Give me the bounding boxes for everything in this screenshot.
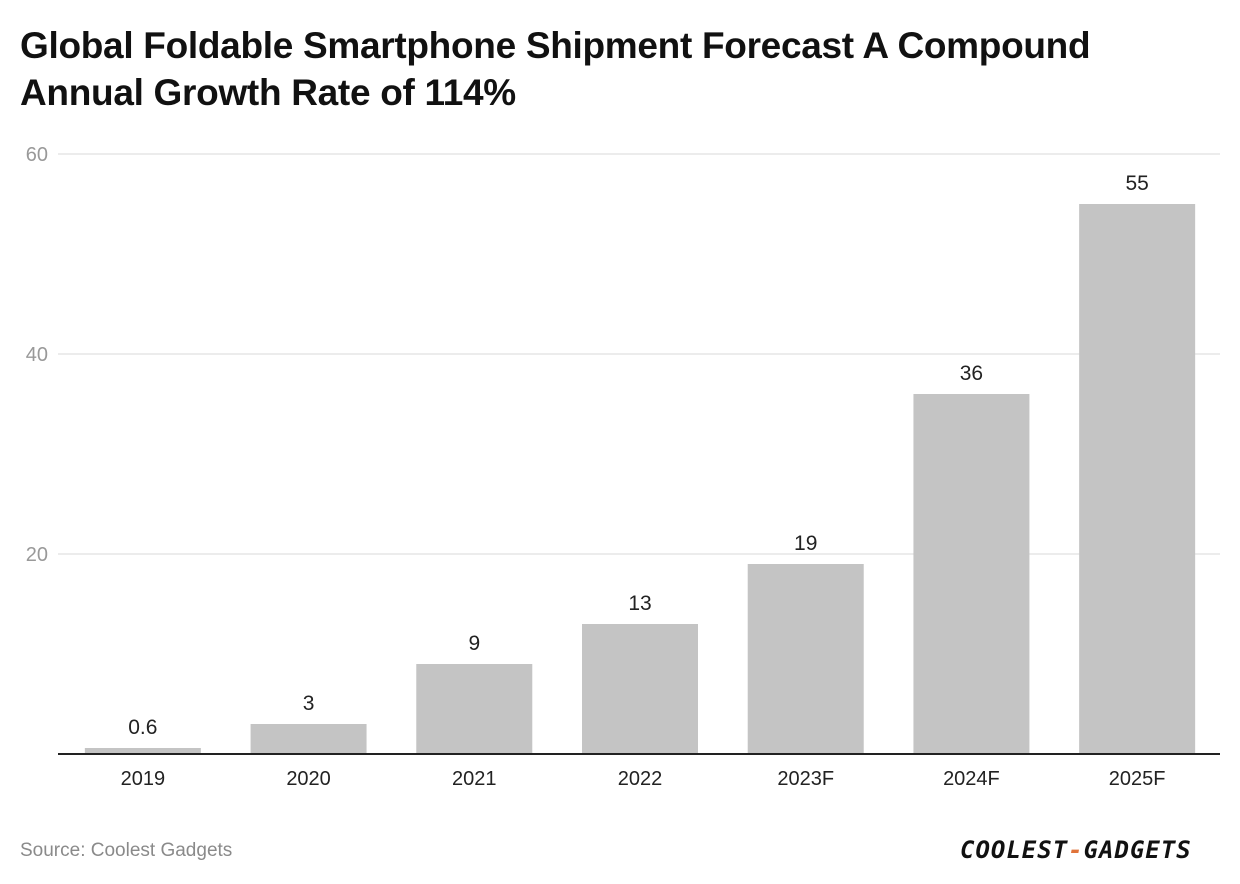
bar [1079, 204, 1196, 754]
y-tick-label: 40 [26, 344, 48, 366]
data-label: 9 [468, 632, 480, 655]
x-tick-label: 2023F [777, 768, 834, 790]
bar [913, 394, 1030, 754]
y-tick-label: 20 [26, 544, 48, 566]
data-label: 55 [1125, 172, 1148, 195]
data-label: 19 [794, 532, 817, 555]
x-tick-label: 2025F [1109, 768, 1166, 790]
data-label: 0.6 [128, 716, 157, 739]
bar [747, 564, 864, 754]
x-tick-label: 2021 [452, 768, 497, 790]
bar [84, 748, 201, 754]
bar [250, 724, 367, 754]
bar [582, 624, 698, 754]
data-label: 36 [960, 362, 983, 385]
chart-title: Global Foldable Smartphone Shipment Fore… [20, 25, 1091, 113]
y-tick-label: 60 [26, 144, 48, 166]
x-tick-label: 2024F [943, 768, 1000, 790]
x-tick-label: 2019 [121, 768, 166, 790]
x-tick-label: 2022 [618, 768, 663, 790]
x-tick-label: 2020 [286, 768, 331, 790]
coolest-gadgets-logo: COOLEST-GADGETS [960, 836, 1192, 864]
source-note: Source: Coolest Gadgets [20, 840, 233, 861]
data-label: 13 [628, 592, 651, 615]
bar [416, 664, 533, 754]
data-label: 3 [303, 692, 315, 715]
